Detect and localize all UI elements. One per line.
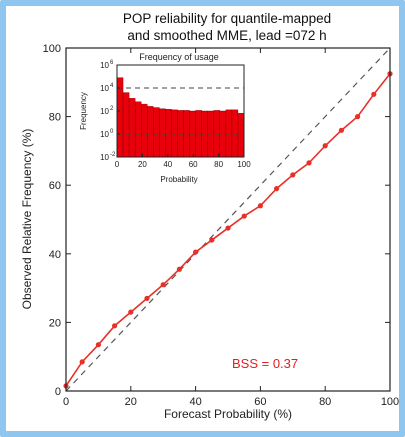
- inset-y-tick-exponent: 2: [110, 106, 114, 112]
- inset-y-label: Frequency: [79, 92, 88, 130]
- chart-title-line-2: and smoothed MME, lead =072 h: [127, 28, 326, 43]
- series-point: [274, 186, 280, 192]
- inset-x-label: Probability: [160, 175, 197, 184]
- series-point: [257, 203, 263, 209]
- inset-y-tick-label: 10: [100, 84, 109, 93]
- inset-y-tick-exponent: 0: [110, 129, 114, 135]
- series-point: [225, 225, 231, 231]
- bss-annotation: BSS = 0.37: [232, 356, 298, 371]
- inset-bar: [122, 92, 130, 158]
- inset-bar: [140, 103, 148, 158]
- inset-bar: [159, 108, 166, 158]
- inset-y-tick-exponent: 6: [110, 60, 114, 66]
- inset-x-tick-label: 80: [214, 160, 223, 169]
- perfect-reliability-line: [65, 47, 391, 392]
- x-tick-label: 80: [319, 396, 331, 408]
- inset-title: Frequency of usage: [139, 52, 219, 62]
- series-point: [160, 282, 166, 288]
- inset-bar: [116, 77, 124, 158]
- y-tick-label: 60: [49, 180, 61, 192]
- series-point: [112, 323, 118, 329]
- series-point: [355, 114, 361, 120]
- inset-x-tick-label: 100: [237, 160, 251, 169]
- x-tick-label: 40: [189, 396, 201, 408]
- inset-bar: [153, 107, 160, 158]
- inset-x-tick-label: 60: [189, 160, 198, 169]
- inset-x-tick-label: 20: [138, 160, 147, 169]
- inset-y-tick-exponent: 4: [110, 83, 114, 89]
- inset-bar: [231, 109, 239, 158]
- y-tick-label: 100: [43, 43, 61, 55]
- series-point: [79, 359, 85, 365]
- x-tick-label: 100: [381, 396, 399, 408]
- y-tick-label: 80: [49, 112, 61, 124]
- inset-axes-box: [116, 64, 245, 158]
- inset-x-tick-label: 0: [115, 160, 120, 169]
- inset-reference-lines: [117, 87, 244, 135]
- series-point: [290, 172, 296, 178]
- chart-title-line-1: POP reliability for quantile-mapped: [123, 11, 331, 26]
- inset-y-tick-label: 10: [100, 61, 109, 70]
- series-point: [95, 342, 101, 348]
- series-point: [371, 91, 377, 97]
- inset-bar: [147, 106, 154, 158]
- y-tick-label: 40: [49, 249, 61, 261]
- series-point: [193, 249, 199, 255]
- series-point: [338, 127, 344, 133]
- series-point: [241, 213, 247, 219]
- x-tick-label: 60: [254, 396, 266, 408]
- inset-bar: [165, 109, 172, 158]
- y-tick-label: 20: [49, 317, 61, 329]
- inset-y-tick-label: 10: [100, 130, 109, 139]
- inset-bar: [225, 109, 233, 158]
- series-point: [322, 143, 328, 149]
- x-tick-label: 0: [63, 396, 69, 408]
- series-point: [306, 160, 312, 166]
- inset-x-tick-label: 40: [163, 160, 172, 169]
- main-axes-box: [65, 47, 391, 392]
- inset-y-tick-exponent: -2: [110, 152, 116, 158]
- inset-y-tick-label: 10: [100, 153, 109, 162]
- inset-y-tick-label: 10: [100, 107, 109, 116]
- inset-bar: [237, 113, 245, 158]
- series-point: [128, 309, 134, 315]
- series-point: [209, 237, 215, 243]
- reliability-series-points: [63, 71, 393, 389]
- series-point: [144, 295, 150, 301]
- x-tick-label: 20: [125, 396, 137, 408]
- x-axis-label: Forecast Probability (%): [164, 407, 292, 421]
- y-axis-label: Observed Relative Frequency (%): [20, 129, 34, 310]
- inset-bar: [128, 98, 136, 158]
- y-tick-label: 0: [55, 386, 61, 398]
- inset-bar: [134, 101, 142, 158]
- series-point: [176, 266, 182, 272]
- inset-bar: [171, 109, 178, 158]
